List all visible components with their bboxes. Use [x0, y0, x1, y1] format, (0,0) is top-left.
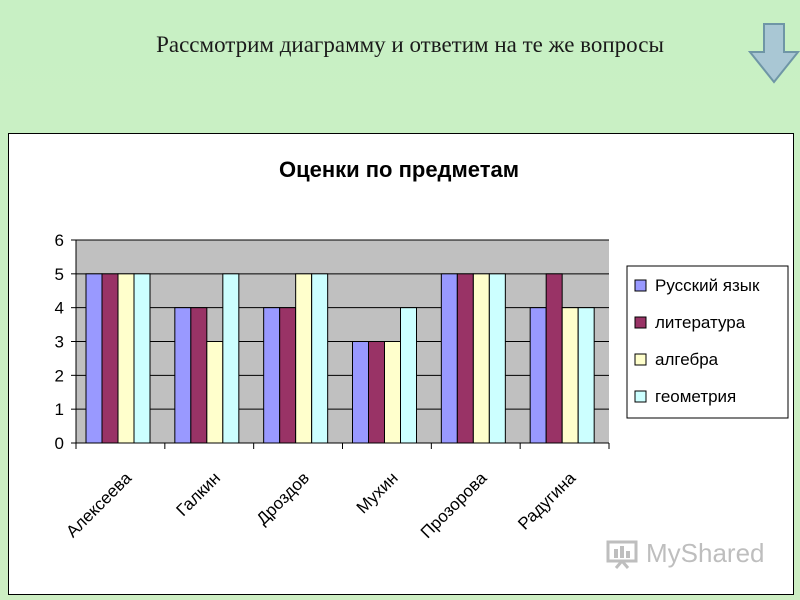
legend-label: геометрия [655, 387, 736, 406]
y-tick-label: 6 [55, 231, 64, 250]
chart-frame: Оценки по предметам 0 1 2 3 4 5 6 Алексеева Галки… [8, 133, 794, 595]
bar [222, 273, 240, 444]
chart-title: Оценки по предметам [279, 157, 519, 182]
slide-title: Рассмотрим диаграмму и ответим на те же … [156, 32, 664, 57]
y-tick-label: 2 [55, 366, 64, 385]
bar [279, 307, 297, 444]
bar [456, 273, 474, 444]
legend-label: Русский язык [655, 276, 760, 295]
x-tick-label: Дроздов [253, 468, 313, 528]
bar [529, 307, 547, 444]
bar [190, 307, 208, 444]
watermark-logo: MyShared [606, 538, 765, 569]
y-tick-label: 3 [55, 333, 64, 352]
bar [174, 307, 192, 444]
down-arrow-icon[interactable] [747, 22, 800, 84]
y-tick-label: 4 [55, 299, 64, 318]
x-tick-label: Алексеева [62, 468, 135, 541]
watermark-text: MyShared [646, 538, 765, 568]
bar [400, 307, 417, 444]
legend-swatch [634, 316, 647, 329]
x-tick-label: Мухин [353, 468, 402, 517]
x-tick-label: Галкин [172, 468, 224, 520]
bar [488, 273, 506, 444]
legend-label: алгебра [655, 350, 719, 369]
bar [352, 341, 369, 444]
bar [133, 273, 151, 444]
bar [545, 273, 563, 444]
bar [117, 273, 135, 444]
bar-chart: Оценки по предметам 0 1 2 3 4 5 6 Алексеева Галки… [55, 157, 789, 542]
bar [384, 341, 401, 444]
bar [368, 341, 385, 444]
legend-swatch [634, 390, 647, 403]
y-tick-label: 1 [55, 400, 64, 419]
bar [472, 273, 490, 444]
y-tick-label: 5 [55, 265, 64, 284]
legend-label: литература [655, 313, 746, 332]
bar [85, 273, 103, 444]
bar [577, 307, 595, 444]
legend-swatch [634, 353, 647, 366]
x-tick-label: Прозорова [417, 468, 491, 542]
x-tick-label: Радугина [514, 468, 580, 534]
legend [626, 265, 789, 419]
bar [263, 307, 281, 444]
presentation-icon [606, 540, 638, 569]
bar [561, 307, 579, 444]
bar [440, 273, 458, 444]
legend-swatch [634, 279, 647, 292]
bar [311, 273, 329, 444]
y-tick-label: 0 [55, 434, 64, 453]
bar [295, 273, 313, 444]
bar [101, 273, 119, 444]
bar [206, 341, 224, 444]
